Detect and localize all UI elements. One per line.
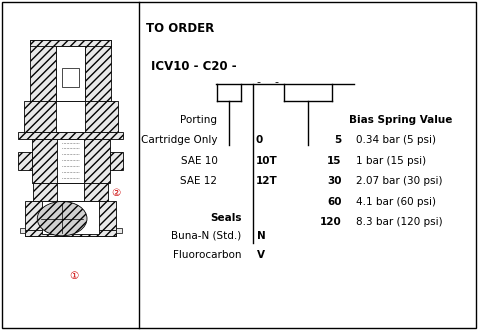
Text: -: - [256,78,260,87]
Text: 12T: 12T [256,176,278,186]
Circle shape [37,201,87,236]
Bar [56,101,85,132]
Text: 8.3 bar (120 psi): 8.3 bar (120 psi) [356,217,443,227]
Text: SAE 10: SAE 10 [181,156,217,166]
Text: ②: ② [111,188,121,198]
Text: N: N [257,231,266,241]
Text: 120: 120 [320,217,342,227]
Bar [57,139,84,183]
Bar [25,230,116,236]
Text: 0.34 bar (5 psi): 0.34 bar (5 psi) [356,135,436,145]
Text: 30: 30 [327,176,342,186]
Text: 15: 15 [327,156,342,166]
Text: 5: 5 [335,135,342,145]
Text: 0: 0 [256,135,263,145]
Text: ICV10 - C20 -: ICV10 - C20 - [151,59,236,73]
Text: Seals: Seals [210,213,241,223]
Bar [24,101,118,132]
Text: Cartridge Only: Cartridge Only [141,135,217,145]
Bar [62,68,79,87]
Text: Buna-N (Std.): Buna-N (Std.) [171,231,241,241]
Text: Porting: Porting [181,115,217,125]
Bar [33,183,108,201]
Text: SAE 12: SAE 12 [181,176,217,186]
Text: Bias Spring Value: Bias Spring Value [349,115,452,125]
Text: 1 bar (15 psi): 1 bar (15 psi) [356,156,426,166]
Text: ①: ① [69,271,79,280]
Bar [18,132,123,139]
Text: Fluorocarbon: Fluorocarbon [173,250,241,260]
Text: 10T: 10T [256,156,278,166]
Bar [32,139,110,183]
Bar [30,40,111,46]
Bar [56,46,85,101]
Text: TO ORDER: TO ORDER [146,21,214,35]
Bar [30,40,56,101]
Bar [85,40,111,101]
Bar [116,228,122,233]
Text: 4.1 bar (60 psi): 4.1 bar (60 psi) [356,197,436,207]
Bar [18,152,32,170]
Bar [25,201,116,236]
Bar [110,152,123,170]
Text: -: - [274,78,278,87]
Text: V: V [257,250,265,260]
Bar [42,201,99,234]
Bar [20,228,25,233]
Text: 60: 60 [327,197,342,207]
Text: 2.07 bar (30 psi): 2.07 bar (30 psi) [356,176,443,186]
Bar [57,183,84,201]
